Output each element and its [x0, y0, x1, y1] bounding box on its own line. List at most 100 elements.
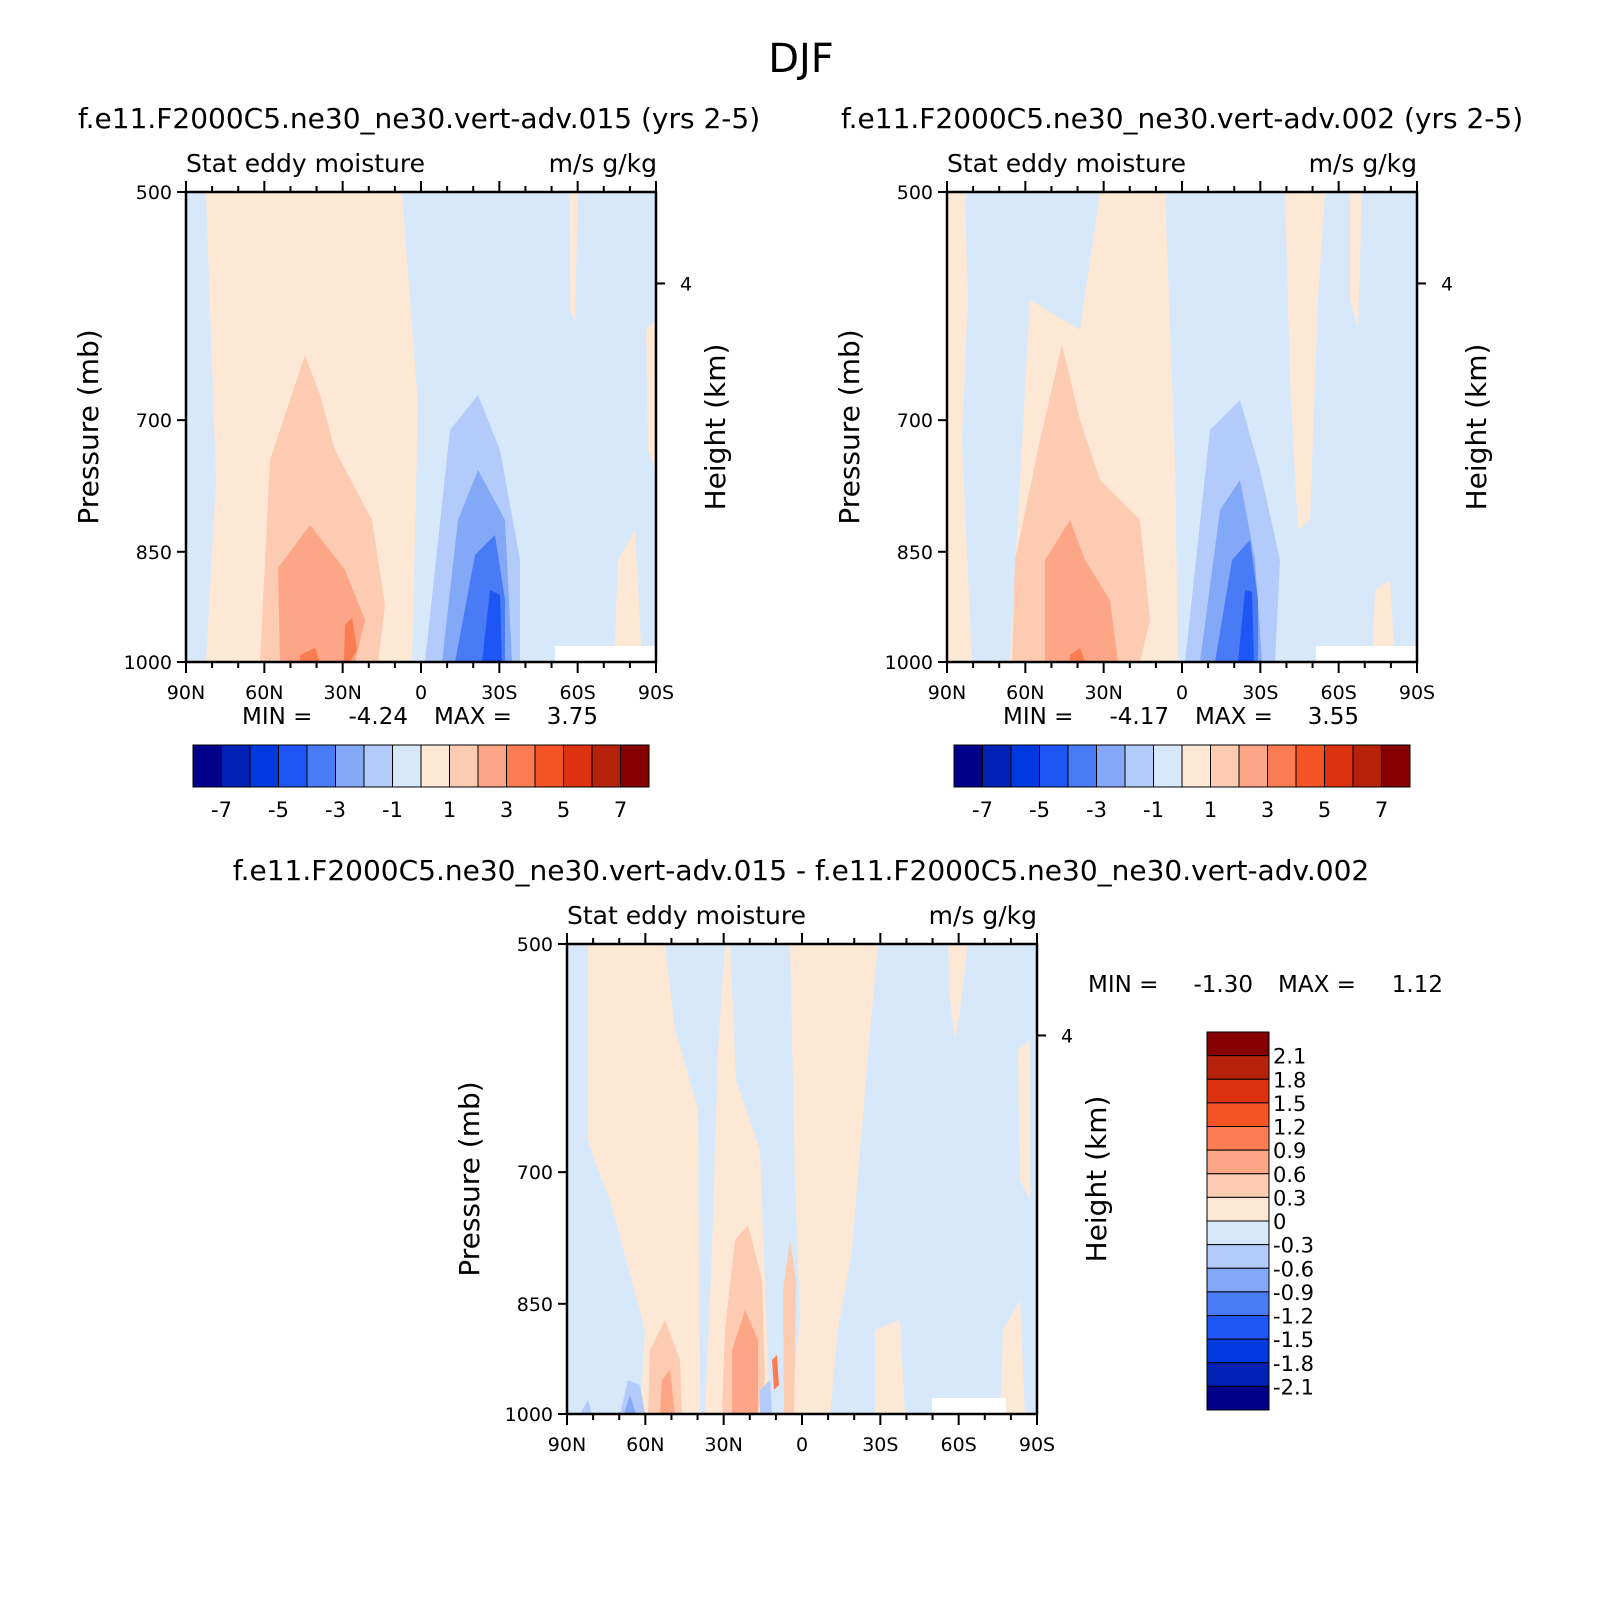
panel-3-axes: 500 700 850 1000 90N 60N 30N 0 30S 60S 90S 4 — [505, 933, 1073, 1456]
colorbar-swatch — [563, 744, 593, 788]
panel-3-positive-band-1 — [648, 1225, 796, 1414]
panel-3-max-value: 1.12 — [1392, 972, 1443, 998]
colorbar-label: 3 — [1261, 798, 1274, 822]
colorbar-label: -5 — [1029, 798, 1050, 822]
x-tick-label: 60N — [1006, 682, 1044, 704]
colorbar-swatch — [1206, 1220, 1270, 1246]
colorbar-label: 0 — [1273, 1210, 1286, 1234]
x-tick-label: 60S — [560, 682, 596, 704]
colorbar-swatch — [620, 744, 650, 788]
colorbar-label: -1.2 — [1273, 1305, 1314, 1329]
panel-1-missing-region — [555, 646, 656, 662]
panel-1-subtitle-variable: Stat eddy moisture — [186, 149, 425, 178]
colorbar-swatch — [392, 744, 422, 788]
colorbar-swatch — [221, 744, 251, 788]
panel-1-min-label: MIN = — [242, 704, 312, 730]
panel-1-ylabel: Pressure (mb) — [72, 329, 105, 524]
panel-1-positive-band-3 — [300, 618, 357, 662]
colorbar-label: -1 — [1143, 798, 1164, 822]
panel-1-min-value: -4.24 — [348, 704, 408, 730]
colorbar-swatch — [1206, 1338, 1270, 1364]
colorbar-swatch — [1181, 744, 1211, 788]
panel-3-subtitle-units: m/s g/kg — [929, 901, 1037, 930]
y-right-tick-label: 4 — [680, 273, 692, 295]
panel-2-missing-region — [1316, 646, 1417, 662]
colorbar-label: 3 — [500, 798, 513, 822]
panel-3-negative-band-2 — [624, 1395, 636, 1414]
colorbar-swatch — [1267, 744, 1297, 788]
panel-1-ylabel-right: Height (km) — [699, 344, 732, 511]
y-tick-label: 700 — [517, 1162, 553, 1184]
colorbar-swatch — [1206, 1102, 1270, 1127]
panel-3-positive-band-3 — [772, 1355, 779, 1390]
colorbar-swatch — [1206, 1126, 1270, 1151]
colorbar-swatch — [1206, 1196, 1270, 1222]
colorbar-label: -1.5 — [1273, 1328, 1314, 1352]
x-tick-label: 60N — [245, 682, 283, 704]
panel-3-positive-region-3 — [790, 944, 878, 1414]
panel-1-negative-band-4 — [482, 590, 502, 662]
x-tick-label: 90S — [638, 682, 674, 704]
colorbar-label: -1.8 — [1273, 1352, 1314, 1376]
panel-3-positive-region-1 — [588, 944, 700, 1414]
colorbar-label: 5 — [1318, 798, 1331, 822]
panel-3-max-label: MAX = — [1278, 972, 1356, 998]
panel-3-min-value: -1.30 — [1193, 972, 1253, 998]
panel-2-contour-field — [947, 192, 1417, 662]
panel-2-subtitle-units: m/s g/kg — [1309, 149, 1417, 178]
colorbar-swatch — [591, 744, 621, 788]
y-tick-label: 1000 — [885, 652, 933, 674]
x-tick-label: 30S — [481, 682, 517, 704]
panel-3-ylabel-right: Height (km) — [1080, 1096, 1113, 1263]
colorbar-swatch — [953, 744, 983, 788]
x-tick-label: 90S — [1399, 682, 1435, 704]
panel-2-title: f.e11.F2000C5.ne30_ne30.vert-adv.002 (yr… — [841, 102, 1523, 135]
colorbar-label: -7 — [972, 798, 993, 822]
panel-1: f.e11.F2000C5.ne30_ne30.vert-adv.015 (yr… — [72, 102, 760, 822]
y-tick-label: 850 — [897, 542, 933, 564]
panel-1-max-value: 3.75 — [547, 704, 598, 730]
panel-2-min-value: -4.17 — [1109, 704, 1169, 730]
panel-3: f.e11.F2000C5.ne30_ne30.vert-adv.015 - f… — [233, 854, 1443, 1456]
panel-2-positive-band-2 — [1045, 520, 1118, 662]
panel-2: f.e11.F2000C5.ne30_ne30.vert-adv.002 (yr… — [833, 102, 1523, 822]
x-tick-label: 30N — [323, 682, 361, 704]
panel-3-missing-region — [932, 1398, 1006, 1414]
colorbar-swatch — [1039, 744, 1069, 788]
colorbar-swatch — [1206, 1267, 1270, 1293]
panel-2-max-label: MAX = — [1195, 704, 1273, 730]
colorbar-label: 1.5 — [1273, 1092, 1306, 1116]
panel-2-subtitle-variable: Stat eddy moisture — [947, 149, 1186, 178]
panel-2-positive-region-sh — [1285, 192, 1395, 662]
x-tick-label: 0 — [796, 1434, 808, 1456]
x-tick-label: 90N — [928, 682, 966, 704]
colorbar-label: -5 — [268, 798, 289, 822]
colorbar-label: 0.9 — [1273, 1139, 1306, 1163]
panel-2-max-value: 3.55 — [1308, 704, 1359, 730]
colorbar-label: -0.6 — [1273, 1257, 1314, 1281]
y-tick-label: 850 — [136, 542, 172, 564]
y-tick-label: 700 — [897, 410, 933, 432]
panel-3-min-label: MIN = — [1088, 972, 1158, 998]
colorbar-swatch — [1295, 744, 1325, 788]
colorbar-label: 0.3 — [1273, 1186, 1306, 1210]
colorbar-swatch — [420, 744, 450, 788]
colorbar-label: 1.8 — [1273, 1068, 1306, 1092]
colorbar-swatch — [1206, 1315, 1270, 1340]
panel-2-ylabel-right: Height (km) — [1460, 344, 1493, 511]
y-tick-label: 700 — [136, 410, 172, 432]
colorbar-swatch — [1206, 1362, 1270, 1387]
x-tick-label: 90N — [167, 682, 205, 704]
colorbar-swatch — [278, 744, 308, 788]
panel-1-subtitle-units: m/s g/kg — [549, 149, 657, 178]
colorbar-label: -7 — [211, 798, 232, 822]
y-right-tick-label: 4 — [1061, 1025, 1073, 1047]
colorbar-swatch — [1010, 744, 1040, 788]
colorbar-swatch — [506, 744, 536, 788]
colorbar-label: 1 — [1204, 798, 1217, 822]
colorbar-label: 7 — [1375, 798, 1388, 822]
colorbar-swatch — [449, 744, 479, 788]
colorbar-swatch — [1067, 744, 1097, 788]
